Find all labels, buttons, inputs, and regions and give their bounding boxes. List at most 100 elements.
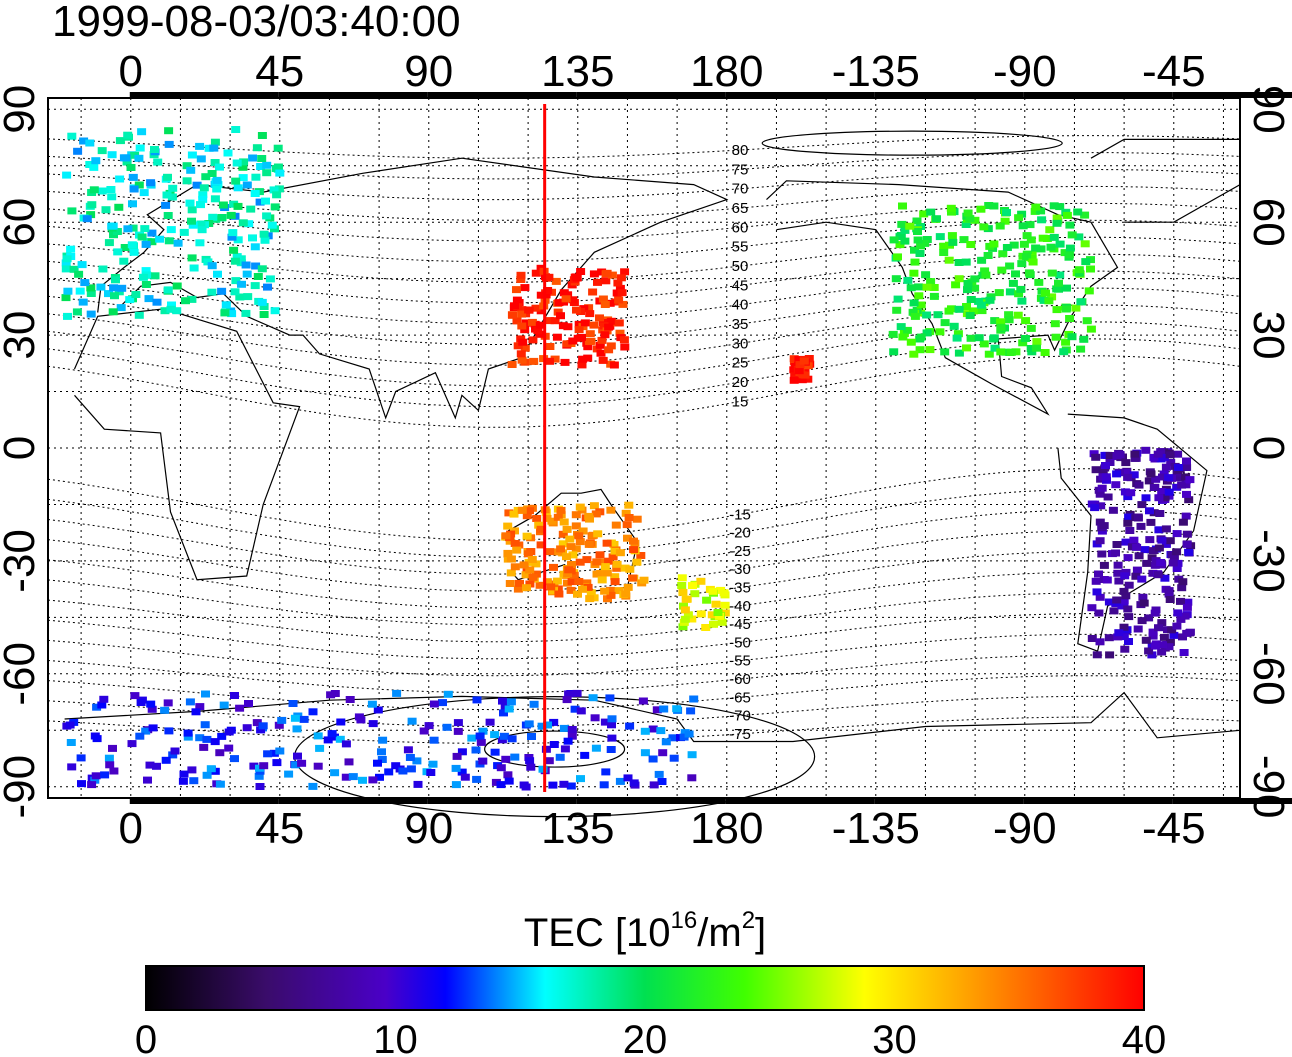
tec-point xyxy=(163,212,173,219)
magnetic-contour xyxy=(47,253,1241,304)
tec-point xyxy=(526,763,536,771)
tec-point xyxy=(419,727,429,735)
tec-point xyxy=(373,759,382,767)
lon-tick-label-top: 0 xyxy=(119,47,143,96)
tec-point xyxy=(625,722,635,730)
tec-point xyxy=(108,308,118,316)
tec-point xyxy=(569,571,579,579)
tec-point xyxy=(252,144,262,152)
tec-point xyxy=(179,770,189,778)
tec-point xyxy=(1091,466,1101,474)
tec-point xyxy=(542,578,552,586)
lat-tick-label-left: 60 xyxy=(0,198,44,247)
tec-point xyxy=(909,299,919,307)
tec-point xyxy=(1141,636,1151,644)
tec-point xyxy=(1054,279,1063,287)
tec-point xyxy=(1052,306,1062,314)
contour-label: -15 xyxy=(729,506,751,523)
tec-point xyxy=(989,202,999,210)
tec-point xyxy=(889,236,899,244)
lon-tick-label-bottom: -45 xyxy=(1142,804,1206,853)
tec-point xyxy=(575,503,585,511)
tec-point xyxy=(505,537,515,545)
tec-point xyxy=(478,757,488,765)
tec-point xyxy=(250,282,260,290)
tec-point xyxy=(1119,587,1129,595)
tec-point xyxy=(1113,633,1123,641)
tec-point xyxy=(242,181,252,189)
tec-point xyxy=(629,537,638,545)
tec-point xyxy=(187,254,197,262)
tec-point xyxy=(1134,481,1144,489)
tec-point xyxy=(908,308,918,316)
tec-point xyxy=(570,705,580,713)
tec-point xyxy=(914,292,924,300)
tec-point xyxy=(677,582,687,589)
tec-point xyxy=(546,583,556,591)
tec-point xyxy=(186,166,196,174)
tec-point xyxy=(206,765,216,773)
tec-point xyxy=(1031,244,1041,252)
tec-point xyxy=(297,759,307,767)
tec-point xyxy=(989,334,999,342)
contour-label: -70 xyxy=(729,708,751,725)
tec-point xyxy=(1071,304,1081,312)
tec-point xyxy=(90,776,100,784)
tec-point xyxy=(1005,288,1015,296)
tec-point xyxy=(67,207,77,215)
tec-point xyxy=(1157,619,1167,627)
tec-point xyxy=(531,269,541,277)
tec-point xyxy=(607,715,617,723)
tec-point xyxy=(648,755,658,763)
tec-point xyxy=(524,306,534,314)
tec-point xyxy=(605,694,615,702)
tec-point xyxy=(202,771,212,779)
tec-point xyxy=(291,761,301,769)
tec-point xyxy=(1036,207,1046,215)
tec-point xyxy=(1121,538,1131,546)
tec-point xyxy=(598,295,608,303)
tec-point xyxy=(1026,324,1036,332)
tec-point xyxy=(61,265,71,273)
tec-point xyxy=(797,376,807,384)
tec-point xyxy=(170,747,180,755)
lat-tick-label-right: -30 xyxy=(1244,529,1292,593)
tec-point xyxy=(1164,643,1174,651)
tec-point xyxy=(577,361,587,369)
tec-point xyxy=(916,242,926,250)
tec-point xyxy=(1082,317,1092,325)
tec-point xyxy=(1172,530,1182,538)
tec-point xyxy=(525,757,535,765)
tec-point xyxy=(253,273,263,280)
colorbar-title-exp2: 2 xyxy=(742,907,755,934)
tec-point xyxy=(1180,612,1190,620)
tec-point xyxy=(559,518,569,526)
tec-point xyxy=(701,624,711,631)
tec-point xyxy=(506,698,516,706)
tec-point xyxy=(1124,513,1134,521)
magnetic-contour xyxy=(47,338,1241,408)
tec-point xyxy=(574,578,584,585)
tec-point xyxy=(1096,502,1106,510)
tec-point xyxy=(224,728,234,736)
tec-point xyxy=(275,747,285,755)
tec-point xyxy=(562,525,572,533)
tec-point xyxy=(323,736,333,744)
tec-point xyxy=(1067,333,1077,341)
tec-point xyxy=(341,773,351,781)
tec-point xyxy=(255,783,265,790)
tec-point xyxy=(117,284,127,292)
tec-point xyxy=(981,271,991,279)
tec-point xyxy=(1173,559,1183,567)
tec-point xyxy=(940,319,950,327)
tec-point xyxy=(552,577,562,585)
tec-point xyxy=(335,735,345,743)
tec-point xyxy=(1145,507,1154,515)
tec-point xyxy=(1039,296,1049,304)
tec-point xyxy=(1020,335,1030,342)
tec-point xyxy=(592,558,602,566)
tec-point xyxy=(562,340,572,348)
magnetic-contour xyxy=(47,571,1241,626)
tec-point xyxy=(230,257,240,265)
tec-point xyxy=(1150,483,1160,491)
